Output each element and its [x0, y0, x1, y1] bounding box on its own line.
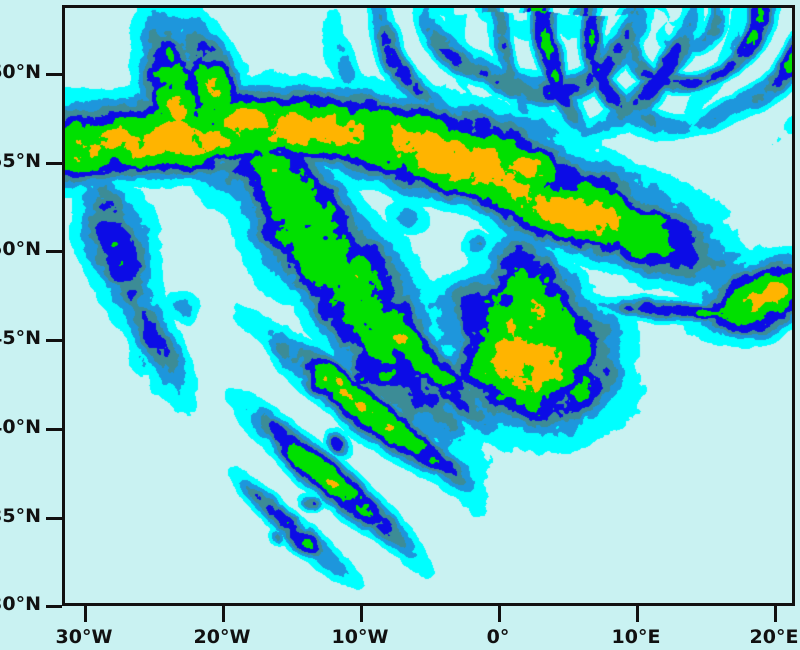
contour-field-canvas — [65, 8, 792, 603]
x-tick — [222, 606, 225, 622]
x-tick-label: 20°E — [749, 626, 799, 648]
x-tick — [636, 606, 639, 622]
x-tick-label: 0° — [486, 626, 510, 648]
x-tick — [498, 606, 501, 622]
x-tick — [360, 606, 363, 622]
x-tick — [774, 606, 777, 622]
y-tick-label: 35°N — [0, 505, 41, 527]
x-tick-label: 20°W — [193, 626, 251, 648]
x-tick — [84, 606, 87, 622]
y-tick-label: 40°N — [0, 416, 41, 438]
y-tick-label: 60°N — [0, 61, 41, 83]
y-tick — [46, 250, 62, 253]
y-tick — [46, 73, 62, 76]
y-tick — [46, 605, 62, 608]
y-tick — [46, 339, 62, 342]
y-tick — [46, 428, 62, 431]
y-tick — [46, 517, 62, 520]
y-tick — [46, 162, 62, 165]
y-tick-label: 45°N — [0, 327, 41, 349]
x-tick-label: 10°W — [331, 626, 389, 648]
plot-area[interactable] — [62, 5, 795, 606]
y-tick-label: 55°N — [0, 150, 41, 172]
x-tick-label: 30°W — [55, 626, 113, 648]
x-tick-label: 10°E — [611, 626, 661, 648]
y-tick-label: 50°N — [0, 238, 41, 260]
y-tick-label: 30°N — [0, 593, 41, 615]
